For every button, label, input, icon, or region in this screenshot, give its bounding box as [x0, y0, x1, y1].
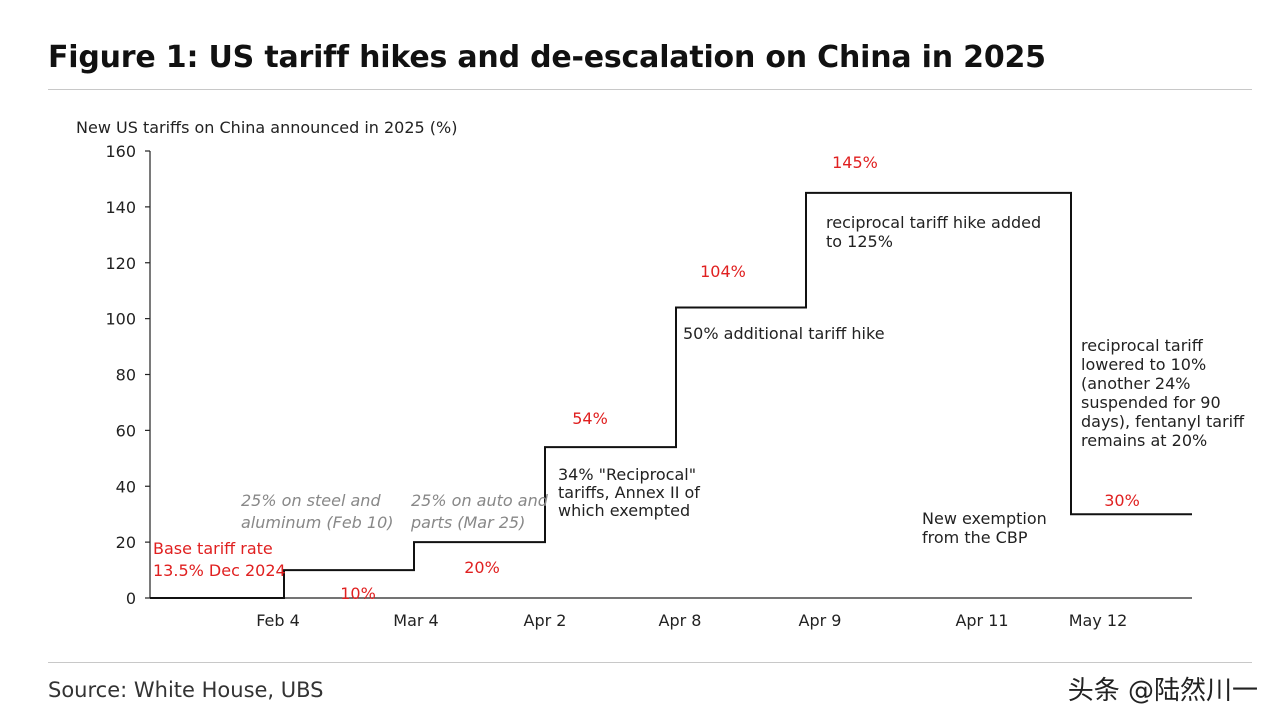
annotation-line: reciprocal tariff	[1081, 336, 1204, 355]
chart-title: Figure 1: US tariff hikes and de-escalat…	[48, 40, 1046, 75]
base-rate-label: Base tariff rate 13.5% Dec 2024	[153, 539, 286, 580]
watermark-text: 头条 @陆然川一	[1067, 676, 1258, 706]
tariff-step-line	[150, 191, 1192, 599]
annotation-line: remains at 20%	[1081, 431, 1207, 450]
y-tick-label: 160	[105, 142, 136, 161]
value-label: 145%	[832, 153, 878, 172]
y-tick-label: 80	[116, 366, 136, 385]
x-tick-label: Mar 4	[393, 611, 438, 630]
value-labels: 10% 20% 54% 104% 145% 30%	[340, 153, 1140, 603]
y-tick-label: 40	[116, 477, 136, 496]
source-note: Source: White House, UBS	[48, 678, 324, 702]
bottom-divider	[48, 662, 1252, 663]
annotation-line: aluminum (Feb 10)	[241, 513, 394, 532]
y-tick-label: 60	[116, 421, 136, 440]
x-tick-label: Apr 9	[799, 611, 842, 630]
annotation-line: 13.5% Dec 2024	[153, 561, 286, 580]
annotation-line: lowered to 10%	[1081, 355, 1206, 374]
y-tick-label: 0	[126, 589, 136, 608]
top-divider	[48, 89, 1252, 90]
annotation-line: New exemption	[922, 509, 1047, 528]
y-tick-label: 100	[105, 310, 136, 329]
value-label: 10%	[340, 584, 376, 603]
x-tick-label: May 12	[1069, 611, 1128, 630]
annotation-line: (another 24%	[1081, 374, 1190, 393]
annotation: reciprocal tariff lowered to 10% (another …	[1081, 336, 1245, 450]
annotation-line: to 125%	[826, 232, 893, 251]
tariff-step-chart: New US tariffs on China announced in 202…	[76, 118, 1245, 630]
annotation-line: 50% additional tariff hike	[683, 324, 885, 343]
annotation-line: days), fentanyl tariff	[1081, 412, 1245, 431]
value-label: 30%	[1104, 491, 1140, 510]
x-tick-label: Apr 8	[659, 611, 702, 630]
y-axis-label: New US tariffs on China announced in 202…	[76, 118, 458, 137]
annotation: New exemption from the CBP	[922, 509, 1047, 547]
x-tick-label: Feb 4	[256, 611, 300, 630]
annotation-line: 25% on auto and	[411, 491, 549, 510]
annotation-line: 25% on steel and	[241, 491, 381, 510]
annotations: Base tariff rate 13.5% Dec 2024 25% on ste…	[153, 213, 1245, 580]
annotation-line: tariffs, Annex II of	[558, 483, 700, 502]
x-tick-label: Apr 11	[955, 611, 1008, 630]
annotation-line: Base tariff rate	[153, 539, 273, 558]
annotation-line: 34% "Reciprocal"	[558, 465, 696, 484]
annotation-line: suspended for 90	[1081, 393, 1221, 412]
x-tick-label: Apr 2	[524, 611, 567, 630]
x-axis: Feb 4 Mar 4 Apr 2 Apr 8 Apr 9 Apr 11 May 12	[150, 597, 1192, 630]
annotation-line: from the CBP	[922, 528, 1028, 547]
annotation-line: which exempted	[558, 501, 690, 520]
y-tick-label: 140	[105, 198, 136, 217]
y-tick-label: 120	[105, 254, 136, 273]
annotation: 50% additional tariff hike	[683, 324, 885, 343]
annotation: 25% on auto and parts (Mar 25)	[410, 491, 549, 532]
y-axis: 0 20 40 60 80 100 120 140 160	[105, 142, 151, 608]
annotation: reciprocal tariff hike added to 125%	[826, 213, 1041, 251]
annotation-line: parts (Mar 25)	[410, 513, 525, 532]
annotation: 25% on steel and aluminum (Feb 10)	[241, 491, 394, 532]
value-label: 104%	[700, 262, 746, 281]
y-tick-label: 20	[116, 533, 136, 552]
value-label: 54%	[572, 409, 608, 428]
value-label: 20%	[464, 558, 500, 577]
annotation-line: reciprocal tariff hike added	[826, 213, 1041, 232]
annotation: 34% "Reciprocal" tariffs, Annex II of whic…	[558, 465, 700, 520]
